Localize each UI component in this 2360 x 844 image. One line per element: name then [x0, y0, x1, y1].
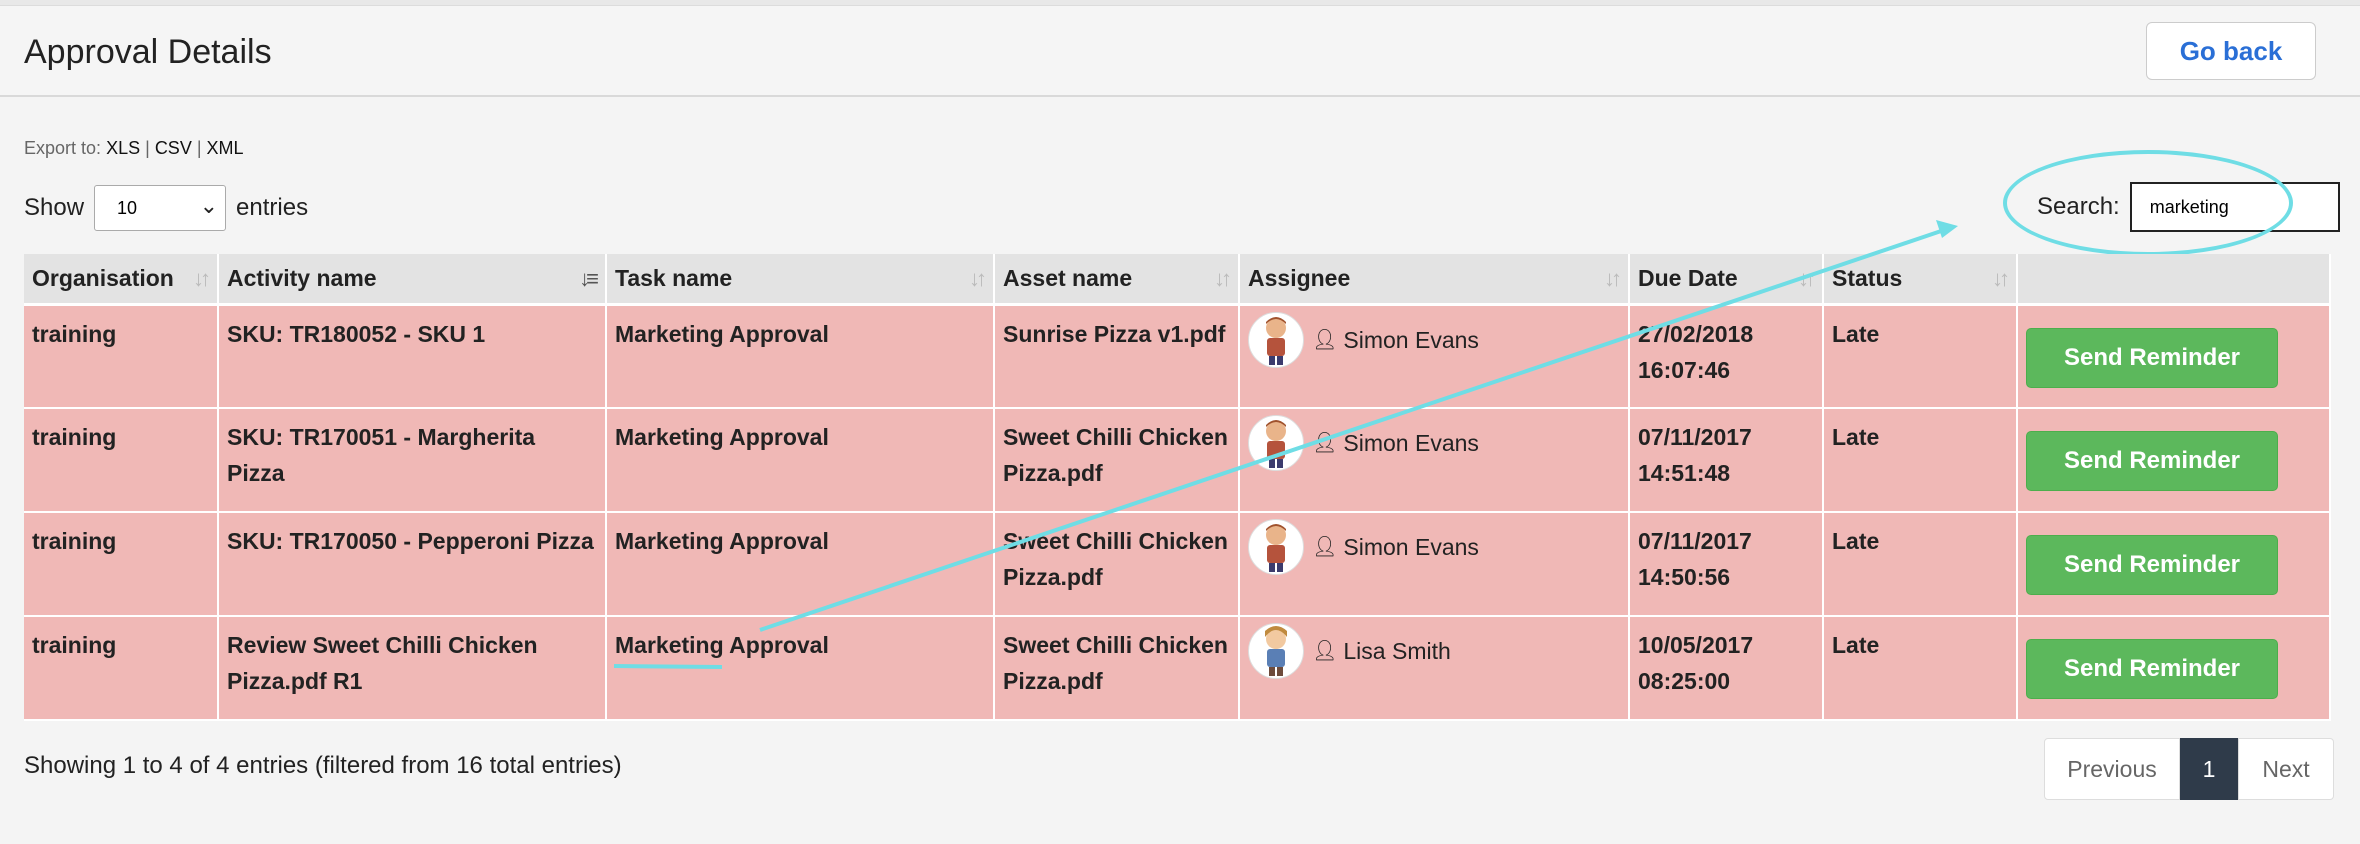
- previous-page-button[interactable]: Previous: [2044, 738, 2180, 800]
- cell-asset: Sweet Chilli Chicken Pizza.pdf: [994, 616, 1240, 721]
- export-xml-link[interactable]: XML: [206, 138, 244, 158]
- cell-assignee: 👤︎ Simon Evans: [1239, 408, 1630, 513]
- cell-activity: Review Sweet Chilli Chicken Pizza.pdf R1: [218, 616, 607, 721]
- cell-status: Late: [1823, 304, 2018, 409]
- cell-status: Late: [1823, 408, 2018, 513]
- avatar: [1248, 519, 1304, 575]
- table-row: training SKU: TR170050 - Pepperoni Pizza…: [24, 512, 2331, 617]
- cell-task: Marketing Approval: [606, 512, 995, 617]
- assignee-name: Lisa Smith: [1343, 638, 1451, 664]
- assignee: 👤︎ Simon Evans: [1248, 519, 1620, 575]
- avatar: [1248, 623, 1304, 679]
- send-reminder-button[interactable]: Send Reminder: [2026, 639, 2278, 699]
- show-label: Show: [24, 194, 85, 221]
- send-reminder-button[interactable]: Send Reminder: [2026, 431, 2278, 491]
- cell-assignee: 👤︎ Simon Evans: [1239, 304, 1630, 409]
- current-page-button[interactable]: 1: [2180, 738, 2238, 800]
- length-control: Show 10 ⌄ entries: [24, 185, 308, 231]
- user-icon: 👤︎: [1312, 328, 1338, 351]
- table-header-row: Organisation ↓↑ Activity name ↓≡ Task name…: [24, 254, 2331, 306]
- column-header-actions: [2017, 254, 2331, 306]
- cell-assignee: 👤︎ Simon Evans: [1239, 512, 1630, 617]
- cell-task: Marketing Approval: [606, 616, 995, 721]
- avatar: [1248, 311, 1304, 368]
- entries-label: entries: [236, 194, 309, 221]
- cell-task: Marketing Approval: [606, 304, 995, 409]
- table-row: training SKU: TR170051 - Margherita Pizz…: [24, 408, 2331, 513]
- search-control: Search:: [2037, 182, 2340, 232]
- assignee-name: Simon Evans: [1343, 430, 1479, 456]
- assignee: 👤︎ Lisa Smith: [1248, 623, 1620, 679]
- sort-icon: ↓↑: [1798, 266, 1816, 291]
- export-links: Export to: XLS | CSV | XML: [24, 138, 244, 159]
- column-header-task[interactable]: Task name ↓↑: [606, 254, 995, 306]
- send-reminder-button[interactable]: Send Reminder: [2026, 535, 2278, 595]
- cell-asset: Sunrise Pizza v1.pdf: [994, 304, 1240, 409]
- assignee-name: Simon Evans: [1343, 534, 1479, 560]
- cell-activity: SKU: TR170051 - Margherita Pizza: [218, 408, 607, 513]
- cell-task: Marketing Approval: [606, 408, 995, 513]
- search-input[interactable]: [2129, 182, 2340, 232]
- column-header-activity[interactable]: Activity name ↓≡: [218, 254, 607, 306]
- table-row: training SKU: TR180052 - SKU 1 Marketing…: [24, 304, 2331, 409]
- export-label: Export to:: [24, 138, 102, 158]
- cell-due-date: 10/05/2017 08:25:00: [1629, 616, 1824, 721]
- cell-asset: Sweet Chilli Chicken Pizza.pdf: [994, 408, 1240, 513]
- search-label: Search:: [2037, 193, 2120, 220]
- column-header-due-date[interactable]: Due Date ↓↑: [1629, 254, 1824, 306]
- table-row: training Review Sweet Chilli Chicken Piz…: [24, 616, 2331, 721]
- length-select-wrapper: 10 ⌄: [84, 185, 236, 231]
- cell-activity: SKU: TR170050 - Pepperoni Pizza: [218, 512, 607, 617]
- column-header-status[interactable]: Status ↓↑: [1823, 254, 2018, 306]
- approval-table: Organisation ↓↑ Activity name ↓≡ Task name…: [24, 254, 2331, 721]
- column-header-assignee[interactable]: Assignee ↓↑: [1239, 254, 1630, 306]
- assignee: 👤︎ Simon Evans: [1248, 311, 1620, 368]
- cell-due-date: 07/11/2017 14:50:56: [1629, 512, 1824, 617]
- table-info: Showing 1 to 4 of 4 entries (filtered fr…: [24, 752, 622, 779]
- top-border: [0, 0, 2360, 6]
- cell-organisation: training: [24, 512, 219, 617]
- cell-organisation: training: [24, 408, 219, 513]
- send-reminder-button[interactable]: Send Reminder: [2026, 327, 2278, 388]
- sort-icon: ↓↑: [1604, 266, 1622, 291]
- cell-due-date: 07/11/2017 14:51:48: [1629, 408, 1824, 513]
- next-page-button[interactable]: Next: [2238, 738, 2334, 800]
- cell-action: Send Reminder: [2017, 304, 2331, 409]
- avatar: [1248, 415, 1304, 471]
- sort-icon: ↓↑: [1992, 266, 2010, 291]
- sort-icon: ↓↑: [969, 266, 987, 291]
- cell-action: Send Reminder: [2017, 408, 2331, 513]
- pagination: Previous 1 Next: [2044, 738, 2334, 800]
- cell-status: Late: [1823, 512, 2018, 617]
- sort-icon: ↓↑: [1214, 266, 1232, 291]
- cell-activity: SKU: TR180052 - SKU 1: [218, 304, 607, 409]
- sort-icon: ↓↑: [193, 266, 211, 291]
- user-icon: 👤︎: [1312, 536, 1338, 558]
- cell-action: Send Reminder: [2017, 616, 2331, 721]
- cell-assignee: 👤︎ Lisa Smith: [1239, 616, 1630, 721]
- separator: |: [196, 138, 202, 158]
- sort-descending-icon: ↓≡: [579, 266, 599, 291]
- user-icon: 👤︎: [1312, 640, 1338, 662]
- page-header: Approval Details Go back: [0, 6, 2360, 97]
- go-back-button[interactable]: Go back: [2146, 22, 2316, 80]
- column-header-organisation[interactable]: Organisation ↓↑: [24, 254, 219, 306]
- cell-action: Send Reminder: [2017, 512, 2331, 617]
- page-title: Approval Details: [24, 33, 272, 71]
- cell-organisation: training: [24, 616, 219, 721]
- assignee-name: Simon Evans: [1343, 326, 1479, 353]
- column-header-asset[interactable]: Asset name ↓↑: [994, 254, 1240, 306]
- export-xls-link[interactable]: XLS: [106, 138, 141, 158]
- user-icon: 👤︎: [1312, 432, 1338, 454]
- entries-select[interactable]: 10: [94, 185, 227, 231]
- cell-asset: Sweet Chilli Chicken Pizza.pdf: [994, 512, 1240, 617]
- annotation-arrowhead: [1936, 220, 1958, 238]
- cell-organisation: training: [24, 304, 219, 409]
- cell-due-date: 27/02/2018 16:07:46: [1629, 304, 1824, 409]
- export-csv-link[interactable]: CSV: [154, 138, 192, 158]
- assignee: 👤︎ Simon Evans: [1248, 415, 1620, 471]
- cell-status: Late: [1823, 616, 2018, 721]
- separator: |: [145, 138, 150, 158]
